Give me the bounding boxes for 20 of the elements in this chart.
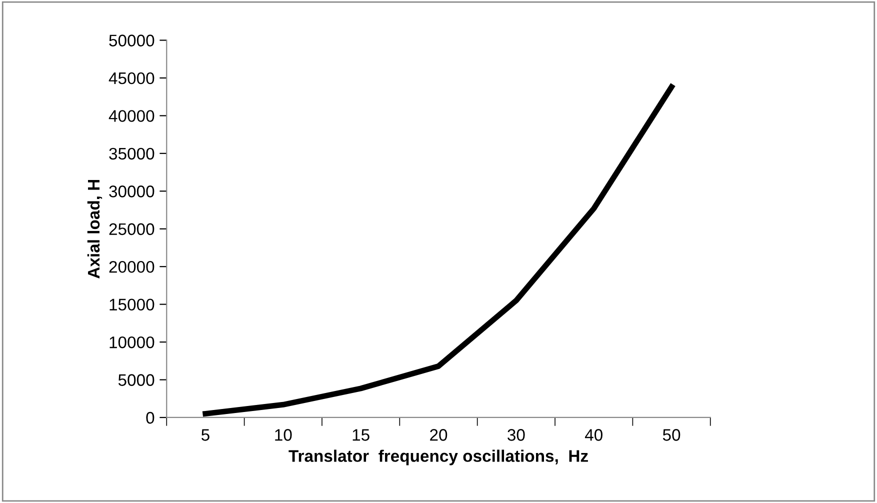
- y-tick-label: 5000: [118, 374, 154, 386]
- x-tick-label: 10: [275, 429, 292, 441]
- y-tick-label: 25000: [109, 223, 154, 236]
- x-tick-label: 30: [508, 429, 525, 441]
- y-axis-title: Axial load, H: [87, 180, 102, 278]
- x-axis-title: Translator frequency oscillations, Hz: [288, 450, 588, 466]
- y-tick-label: 40000: [108, 110, 154, 122]
- x-tick-label: 15: [352, 429, 370, 441]
- x-tick-label: 40: [584, 429, 602, 441]
- y-tick-label: 50000: [109, 34, 154, 46]
- y-tick-label: 15000: [110, 298, 154, 311]
- x-tick-label: 5: [202, 429, 210, 441]
- y-tick-label: 10000: [110, 336, 154, 348]
- y-tick-label: 20000: [109, 260, 154, 273]
- y-tick-label: 45000: [108, 72, 154, 84]
- y-tick-label: 30000: [109, 186, 154, 198]
- x-tick-label: 20: [430, 429, 448, 441]
- x-tick-label: 50: [662, 429, 680, 441]
- y-tick-label: 0: [146, 412, 154, 424]
- y-tick-label: 35000: [109, 148, 154, 160]
